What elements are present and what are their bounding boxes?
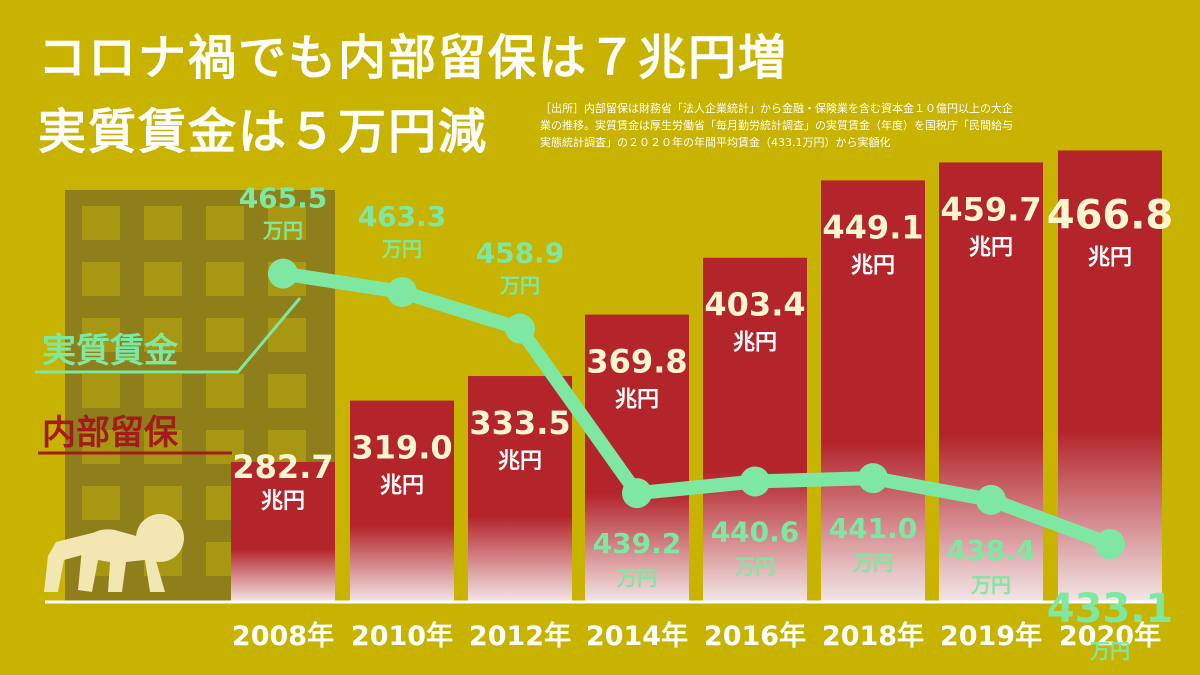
bar-unit-label: 兆円: [851, 253, 895, 278]
wage-unit-label: 万円: [1089, 639, 1130, 663]
bar-unit-label: 兆円: [615, 388, 659, 413]
wage-value-label: 440.6: [711, 515, 800, 548]
bar-unit-label: 兆円: [969, 235, 1013, 260]
building-window: [82, 206, 120, 240]
source-line: 業の推移。実質賃金は厚生労働省「毎月勤労統計調査」の実質賃金（年度）を国税庁「民…: [540, 119, 1013, 132]
wage-value-label: 458.9: [476, 237, 565, 270]
bar-2010年: [350, 400, 454, 602]
source-line: 実態統計調査」の２０２０年の年間平均賃金（433.1万円）から実額化: [540, 136, 891, 149]
building-window: [268, 206, 306, 240]
wage-unit-label: 万円: [262, 219, 303, 243]
wage-unit-label: 万円: [734, 554, 775, 578]
bar-2018年: [821, 180, 925, 602]
crawling-person-illustration: [44, 514, 184, 592]
wage-unit-label: 万円: [970, 573, 1011, 597]
wage-value-label: 463.3: [358, 200, 447, 233]
x-tick-label: 2012年: [469, 620, 571, 652]
bar-value-label: 333.5: [469, 404, 570, 442]
bar-2019年: [939, 162, 1043, 602]
building-window: [206, 318, 244, 352]
wage-unit-label: 万円: [616, 566, 657, 590]
wage-point-2010年: [387, 276, 417, 307]
building-window: [144, 262, 182, 296]
building-window: [82, 486, 120, 520]
source-line: ［出所］内部留保は財務省「法人企業統計」から金融・保険業を含む資本金１０億円以上…: [540, 102, 1013, 115]
title-line1: コロナ禍でも内部留保は７兆円増: [38, 30, 789, 86]
building-window: [82, 374, 120, 408]
bar-value-label: 459.7: [940, 190, 1041, 228]
wage-series-line: [281, 266, 1113, 551]
bar-2012年: [468, 376, 572, 602]
building-window: [206, 206, 244, 240]
building-window: [144, 206, 182, 240]
building-window: [82, 262, 120, 296]
source-note: ［出所］内部留保は財務省「法人企業統計」から金融・保険業を含む資本金１０億円以上…: [540, 100, 1180, 151]
bar-value-label: 403.4: [704, 286, 805, 324]
bar-value-label: 449.1: [822, 208, 923, 246]
bar-value-label: 282.7: [232, 448, 333, 486]
bar-value-label: 369.8: [586, 343, 687, 381]
wage-value-label: 465.5: [239, 182, 328, 215]
wage-point-2019年: [976, 484, 1006, 515]
wage-value-label: 441.0: [829, 512, 918, 545]
x-tick-label: 2018年: [822, 620, 924, 652]
building-window: [82, 430, 120, 464]
bar-2016年: [703, 257, 807, 602]
wage-unit-label: 万円: [381, 237, 422, 261]
building-window: [144, 374, 182, 408]
bar-2008年: [231, 462, 335, 602]
building-window: [144, 318, 182, 352]
wage-value-label: 433.1: [1047, 586, 1174, 632]
x-tick-label: 2014年: [586, 620, 688, 652]
wage-unit-label: 万円: [852, 551, 893, 575]
bar-unit-label: 兆円: [380, 474, 424, 499]
x-tick-label: 2010年: [351, 620, 453, 652]
wage-point-2016年: [740, 466, 770, 497]
bar-unit-label: 兆円: [261, 489, 305, 514]
wage-value-label: 439.2: [593, 527, 682, 560]
building-window: [144, 430, 182, 464]
building-window: [268, 430, 306, 464]
building-window: [268, 318, 306, 352]
legend-wage-leader: [35, 297, 302, 374]
legend-wage: 実質賃金: [42, 331, 179, 371]
wage-point-2012年: [505, 313, 535, 344]
wage-unit-label: 万円: [499, 274, 540, 298]
title-line2: 実質賃金は５万円減: [38, 104, 489, 160]
x-tick-label: 2020年: [1059, 620, 1161, 652]
bar-unit-label: 兆円: [498, 449, 542, 474]
building-window: [206, 374, 244, 408]
bar-2014年: [585, 314, 689, 602]
wage-point-2008年: [268, 258, 298, 289]
building-window: [268, 374, 306, 408]
building-window: [206, 262, 244, 296]
wage-point-2020年: [1095, 529, 1125, 560]
bar-value-label: 466.8: [1047, 192, 1174, 238]
wage-point-2018年: [858, 463, 888, 494]
bar-unit-label: 兆円: [1088, 245, 1132, 270]
building-window: [82, 318, 120, 352]
building-window: [206, 430, 244, 464]
x-tick-label: 2016年: [704, 620, 806, 652]
x-tick-label: 2019年: [940, 620, 1042, 652]
wage-value-label: 438.4: [947, 534, 1036, 567]
x-tick-label: 2008年: [232, 620, 334, 652]
bar-value-label: 319.0: [351, 429, 452, 467]
wage-point-2014年: [622, 478, 652, 509]
legend-reserve: 内部留保: [42, 413, 179, 453]
bar-unit-label: 兆円: [733, 331, 777, 356]
